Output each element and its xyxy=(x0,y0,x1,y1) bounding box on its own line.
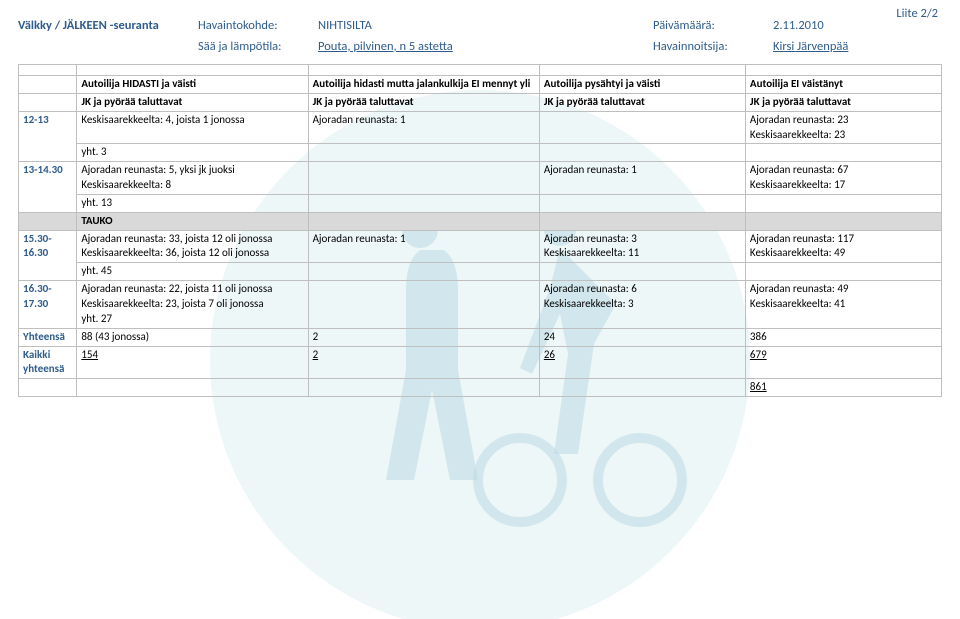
col-header-3: Autoilija hidasti mutta jalankulkija EI … xyxy=(308,76,539,94)
yhteensa-c4: 24 xyxy=(539,328,745,346)
row1-c5b: Keskisaarekkeelta: 23 xyxy=(750,128,845,141)
yhteensa-c3: 2 xyxy=(308,328,539,346)
row4-c4a: Ajoradan reunasta: 6 xyxy=(544,282,637,295)
yhteensa-c2: 88 (43 jonossa) xyxy=(77,328,308,346)
grand-total: 861 xyxy=(745,379,941,397)
row3-c2b: Keskisaarekkeelta: 36, joista 12 oli jon… xyxy=(81,246,269,259)
kaikki-c2: 154 xyxy=(77,346,308,379)
kaikki-c4: 26 xyxy=(539,346,745,379)
row3-c5b: Keskisaarekkeelta: 49 xyxy=(750,246,845,259)
yhteensa-label: Yhteensä xyxy=(19,328,77,346)
row3-yht: yht. 45 xyxy=(77,263,308,281)
kaikki-c3: 2 xyxy=(308,346,539,379)
col-header-4: Autoilija pysähtyi ja väisti xyxy=(539,76,745,94)
row4-c2a: Ajoradan reunasta: 22, joista 11 oli jon… xyxy=(81,282,272,295)
row4-c5b: Keskisaarekkeelta: 41 xyxy=(750,297,845,310)
row3-c4a: Ajoradan reunasta: 3 xyxy=(544,232,637,245)
row2-c5a: Ajoradan reunasta: 67 xyxy=(750,163,849,176)
jk-3: JK ja pyörää taluttavat xyxy=(308,93,539,111)
row1-time: 12-13 xyxy=(19,111,77,162)
jk-5: JK ja pyörää taluttavat xyxy=(745,93,941,111)
row3-time: 15.30-16.30 xyxy=(19,230,77,281)
label-havaintokohde: Havaintokohde: xyxy=(198,18,318,33)
row2-c2b: Keskisaarekkeelta: 8 xyxy=(81,178,171,191)
row2-c5b: Keskisaarekkeelta: 17 xyxy=(750,178,845,191)
value-saa: Pouta, pilvinen, n 5 astetta xyxy=(318,39,653,54)
row2-time: 13-14.30 xyxy=(19,162,77,213)
value-havainnoitsija: Kirsi Järvenpää xyxy=(773,39,883,54)
liite-text: Liite 2/2 xyxy=(896,6,938,21)
page-title: Välkky / JÄLKEEN -seuranta xyxy=(18,18,198,33)
row3-c2a: Ajoradan reunasta: 33, joista 12 oli jon… xyxy=(81,232,272,245)
col-header-5: Autoilija EI väistänyt xyxy=(745,76,941,94)
row4-c4b: Keskisaarekkeelta: 3 xyxy=(544,297,634,310)
label-paivamaara: Päivämäärä: xyxy=(653,18,773,33)
tauko: TAUKO xyxy=(77,212,308,230)
jk-2: JK ja pyörää taluttavat xyxy=(77,93,308,111)
row1-c2: Keskisaarekkeelta: 4, joista 1 jonossa xyxy=(77,111,308,144)
header: Välkky / JÄLKEEN -seuranta Havaintokohde… xyxy=(18,18,942,54)
row2-c2a: Ajoradan reunasta: 5, yksi jk juoksi xyxy=(81,163,234,176)
row4-c2c: yht. 27 xyxy=(81,312,112,325)
kaikki-label: Kaikki yhteensä xyxy=(19,346,77,379)
jk-4: JK ja pyörää taluttavat xyxy=(539,93,745,111)
row2-yht: yht. 13 xyxy=(77,194,308,212)
value-havaintokohde: NIHTISILTA xyxy=(318,18,653,33)
row2-c4: Ajoradan reunasta: 1 xyxy=(539,162,745,195)
row3-c4b: Keskisaarekkeelta: 11 xyxy=(544,246,639,259)
row4-c5a: Ajoradan reunasta: 49 xyxy=(750,282,849,295)
yhteensa-c5: 386 xyxy=(745,328,941,346)
row1-c3: Ajoradan reunasta: 1 xyxy=(308,111,539,144)
label-havainnoitsija: Havainnoitsija: xyxy=(653,39,773,54)
value-paivamaara: 2.11.2010 xyxy=(773,18,883,33)
kaikki-c5: 679 xyxy=(745,346,941,379)
row3-c3: Ajoradan reunasta: 1 xyxy=(308,230,539,263)
observation-table: Autoilija HIDASTI ja väisti Autoilija hi… xyxy=(18,64,942,397)
row4-c2b: Keskisaarekkeelta: 23, joista 7 oli jono… xyxy=(81,297,263,310)
col-header-2: Autoilija HIDASTI ja väisti xyxy=(77,76,308,94)
row1-yht: yht. 3 xyxy=(77,144,308,162)
row4-time: 16.30-17.30 xyxy=(19,281,77,329)
row3-c5a: Ajoradan reunasta: 117 xyxy=(750,232,854,245)
row1-c5a: Ajoradan reunasta: 23 xyxy=(750,113,849,126)
label-saa: Sää ja lämpötila: xyxy=(198,39,318,54)
